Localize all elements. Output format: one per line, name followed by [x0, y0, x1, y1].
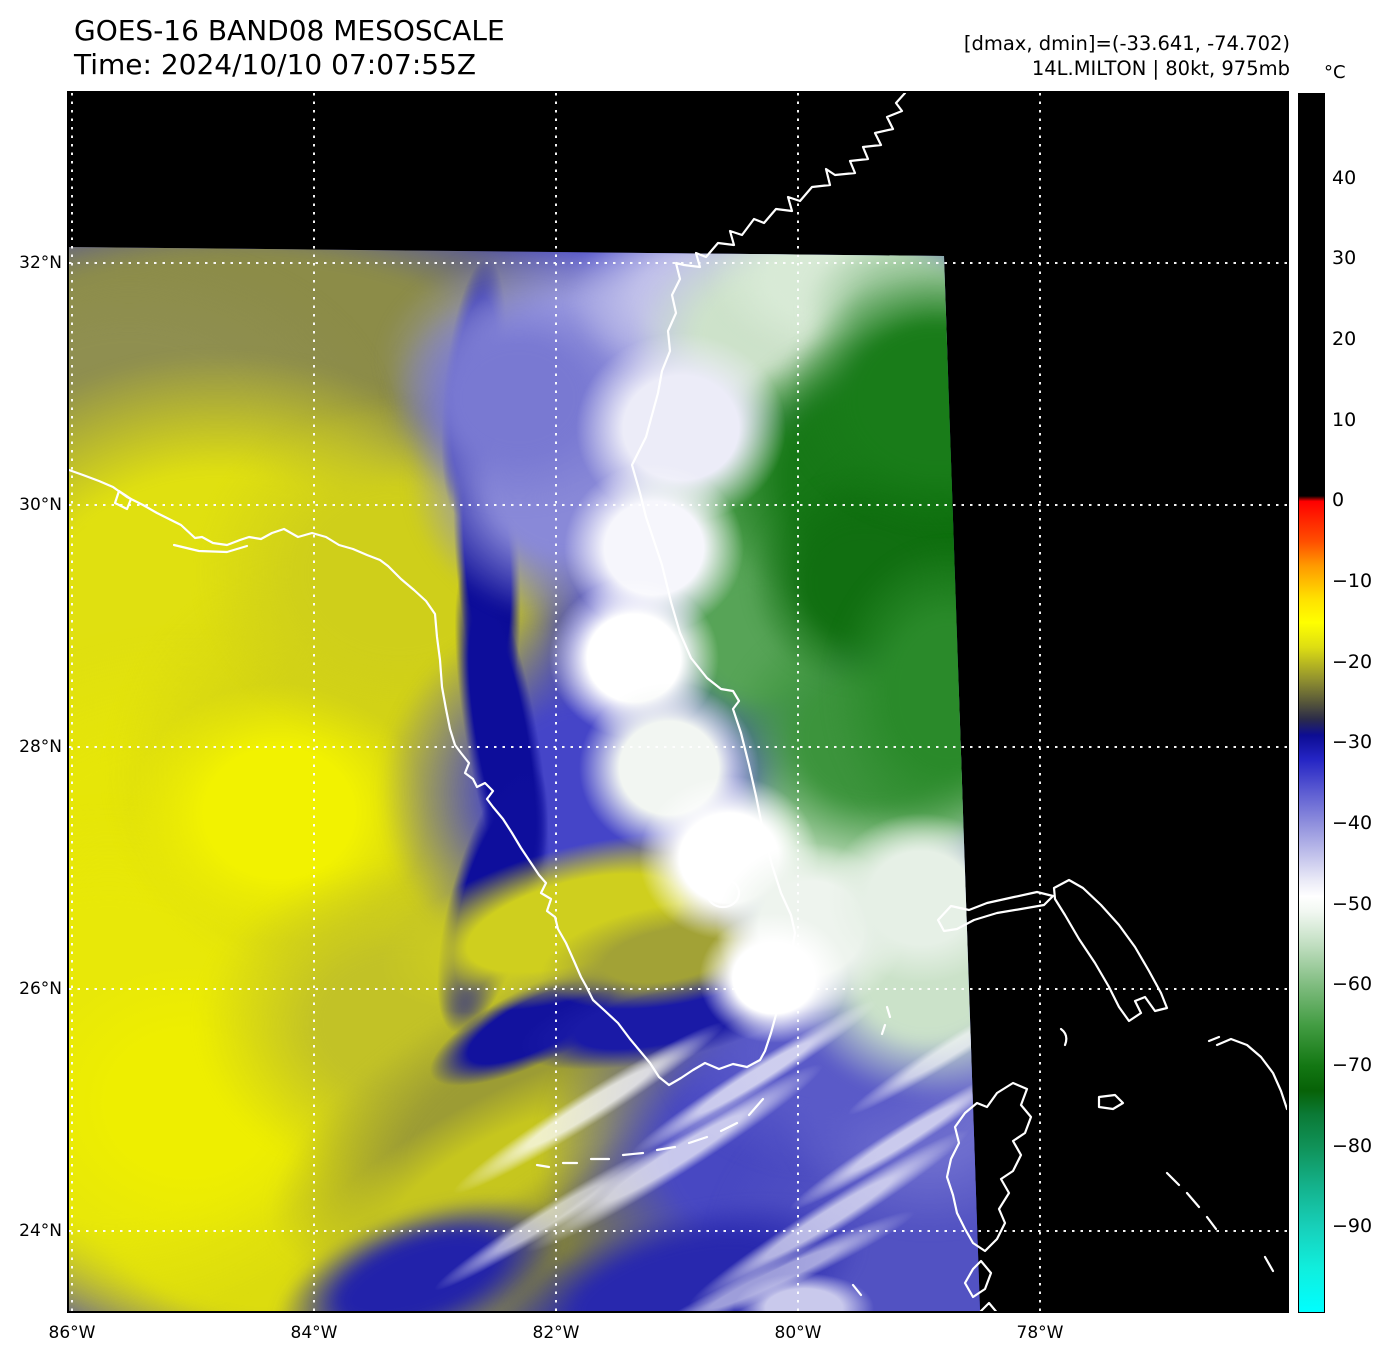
satellite-imagery [69, 247, 980, 1311]
colorbar-tick: −30 [1332, 731, 1373, 754]
y-tick-28n: 28°N [19, 737, 62, 757]
y-tick-24n: 24°N [19, 1221, 62, 1241]
map-canvas: Copyright © 2020-2024 Dapiya [67, 91, 1289, 1313]
colorbar-tick: 30 [1332, 247, 1357, 270]
colorbar-tick: −90 [1332, 1215, 1373, 1238]
colorbar-tick: 20 [1332, 328, 1357, 351]
y-tick-30n: 30°N [19, 495, 62, 515]
colorbar-tick: 40 [1332, 166, 1357, 189]
colorbar-unit-label: °C [1324, 62, 1346, 83]
colorbar-tick: −10 [1332, 570, 1373, 592]
x-tick-80w: 80°W [774, 1323, 822, 1343]
x-tick-82w: 82°W [532, 1323, 580, 1343]
annotation-block: [dmax, dmin]=(-33.641, -74.702) 14L.MILT… [850, 31, 1290, 81]
colorbar-tick: −50 [1332, 892, 1373, 915]
y-tick-26n: 26°N [19, 979, 62, 999]
colorbar-tick: 0 [1332, 489, 1345, 512]
colorbar-tick-labels: 40 30 20 10 0 −10 −20 −30 −40 −50 −60 −70 −80 −90 [1332, 93, 1390, 1311]
colorbar-tick: −70 [1332, 1053, 1373, 1076]
colorbar-tick: −40 [1332, 811, 1373, 834]
timestamp: Time: 2024/10/10 07:07:55Z [74, 48, 477, 81]
colorbar-tick: 10 [1332, 408, 1357, 431]
colorbar [1298, 93, 1325, 1313]
colorbar-tick: −60 [1332, 973, 1373, 996]
colorbar-tick: −80 [1332, 1134, 1373, 1157]
x-tick-78w: 78°W [1016, 1323, 1064, 1343]
storm-info-label: 14L.MILTON | 80kt, 975mb [1031, 57, 1290, 80]
dmax-dmin-label: [dmax, dmin]=(-33.641, -74.702) [963, 32, 1290, 55]
y-tick-32n: 32°N [19, 253, 62, 273]
page-title: GOES-16 BAND08 MESOSCALE [74, 14, 505, 47]
coastlines [69, 93, 1287, 1311]
x-tick-86w: 86°W [48, 1323, 96, 1343]
x-tick-84w: 84°W [290, 1323, 338, 1343]
colorbar-tick: −20 [1332, 650, 1373, 673]
